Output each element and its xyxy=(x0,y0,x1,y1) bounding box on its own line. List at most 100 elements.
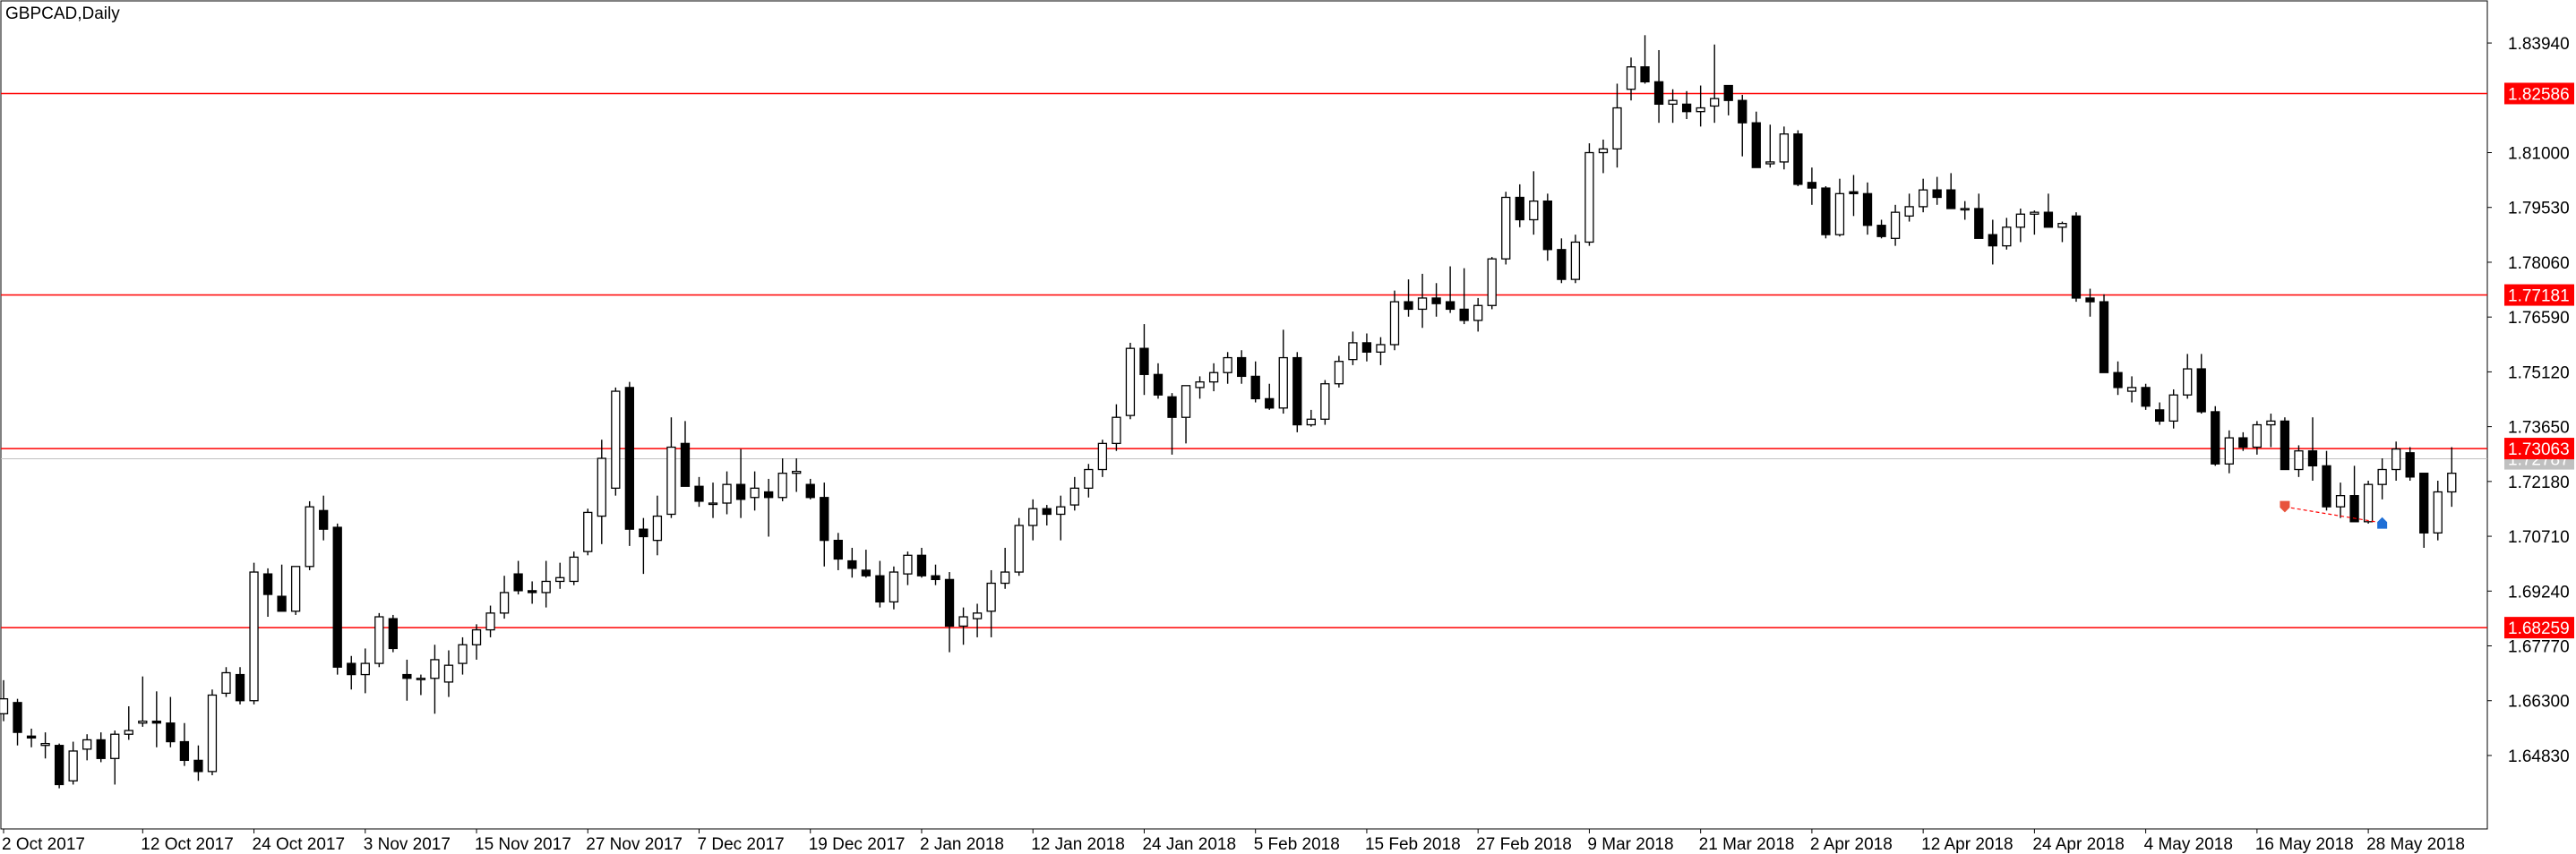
candle xyxy=(1473,297,1483,332)
candle-body xyxy=(792,470,802,474)
x-tick-label: 3 Nov 2017 xyxy=(364,835,451,854)
candle-body xyxy=(1793,133,1803,185)
candle-body xyxy=(1932,189,1942,199)
x-tick-label: 24 Apr 2018 xyxy=(2032,835,2124,854)
candle-body xyxy=(430,659,440,679)
candle-body xyxy=(1653,81,1664,106)
candle xyxy=(1417,273,1428,329)
x-tick-label: 5 Feb 2018 xyxy=(1254,835,1340,854)
candle-body xyxy=(2196,368,2206,413)
y-tick-label: 1.69240 xyxy=(2508,583,2570,602)
candle-body xyxy=(1960,208,1970,211)
candle-body xyxy=(597,457,606,517)
candle-body xyxy=(1056,506,1066,516)
candle-body xyxy=(666,446,676,516)
candle xyxy=(2252,421,2263,455)
candle xyxy=(2183,354,2193,399)
candle xyxy=(805,478,815,500)
candle-body xyxy=(1542,200,1552,251)
candle-body xyxy=(1890,211,1901,239)
y-tick-label: 1.70710 xyxy=(2508,528,2570,547)
candle xyxy=(2335,483,2346,518)
candle xyxy=(2447,447,2457,508)
candle xyxy=(374,612,384,668)
candle xyxy=(1612,83,1622,168)
candle-body xyxy=(2266,420,2276,426)
candle xyxy=(124,705,133,740)
candle-body xyxy=(1389,301,1400,346)
candle xyxy=(1250,361,1260,403)
candle-body xyxy=(277,595,287,612)
candles xyxy=(0,35,2457,789)
candle-body xyxy=(1904,206,1914,217)
y-tick-label: 1.67770 xyxy=(2508,638,2570,657)
candle-body xyxy=(1097,442,1108,471)
candle-body xyxy=(1834,192,1845,235)
candle-body xyxy=(2335,495,2346,508)
candle-body xyxy=(652,515,663,542)
price-axis: 1.83940 1.81000 1.79530 1.78060 1.76590 1.751… xyxy=(2487,35,2574,766)
candle xyxy=(1515,184,1524,227)
candle xyxy=(388,614,398,653)
candle xyxy=(96,732,106,763)
candle xyxy=(1320,380,1330,425)
x-tick-label: 24 Oct 2017 xyxy=(253,835,346,854)
candle-body xyxy=(680,442,691,487)
candle xyxy=(2363,481,2374,524)
candle xyxy=(1278,329,1288,414)
candle-body xyxy=(2057,222,2067,228)
candle-body xyxy=(235,673,245,702)
candle-body xyxy=(1668,99,1678,106)
candle xyxy=(1696,85,1705,127)
candle-body xyxy=(1946,189,1956,209)
candle-body xyxy=(2085,297,2095,303)
candle xyxy=(1153,363,1163,399)
candle-body xyxy=(2294,450,2304,471)
candle-body xyxy=(2280,420,2290,471)
candle xyxy=(1918,178,1928,213)
candle-body xyxy=(1849,191,1859,194)
candle-body xyxy=(1473,304,1483,321)
candle-body xyxy=(1208,371,1219,383)
y-tick-label: 1.78060 xyxy=(2508,254,2570,273)
candle-body xyxy=(1765,161,1775,165)
candle xyxy=(110,730,120,785)
candle-body xyxy=(555,576,565,583)
candle xyxy=(221,667,231,697)
candle-body xyxy=(1278,356,1288,409)
candle xyxy=(2015,208,2026,243)
x-tick-label: 4 May 2018 xyxy=(2144,835,2233,854)
candle xyxy=(1125,342,1136,420)
candle xyxy=(722,471,732,515)
candle-body xyxy=(875,575,885,603)
candle xyxy=(680,421,691,487)
y-tick-label: 1.76590 xyxy=(2508,309,2570,328)
candle xyxy=(1821,185,1831,239)
candle xyxy=(2349,465,2359,523)
y-tick-label: 1.72180 xyxy=(2508,474,2570,492)
x-tick-label: 12 Apr 2018 xyxy=(1921,835,2013,854)
x-tick-label: 27 Nov 2017 xyxy=(586,835,683,854)
candle xyxy=(2280,417,2290,471)
candle-body xyxy=(221,671,231,695)
candle-body xyxy=(319,509,329,530)
y-tick-label: 1.79530 xyxy=(2508,200,2570,218)
candle-body xyxy=(1584,151,1594,243)
candle xyxy=(1557,238,1567,284)
candle-body xyxy=(2211,411,2220,465)
candle xyxy=(1876,219,1886,239)
candle-body xyxy=(13,702,22,733)
candle xyxy=(290,566,301,615)
candle-body xyxy=(1598,148,1609,154)
candle-body xyxy=(777,473,787,499)
candle-body xyxy=(360,662,370,676)
candle xyxy=(1348,331,1358,365)
candle-body xyxy=(958,616,968,628)
candle-body xyxy=(347,662,356,676)
candle xyxy=(735,448,746,518)
candle-body xyxy=(1681,103,1692,113)
candle xyxy=(1028,499,1038,541)
candle xyxy=(2405,447,2415,482)
candle xyxy=(847,547,857,578)
